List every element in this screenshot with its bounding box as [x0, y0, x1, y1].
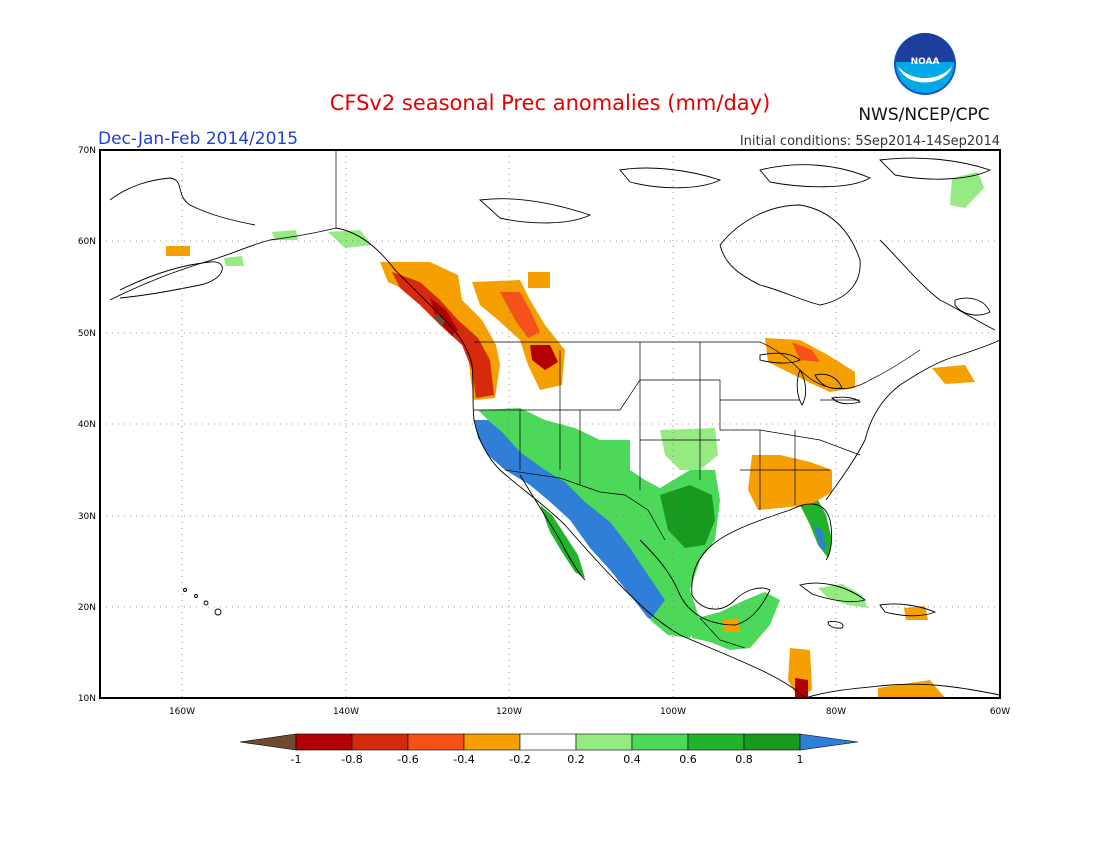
- wet-sw: [478, 408, 720, 638]
- longitude-labels: 160W 140W 120W 100W 80W 60W: [169, 707, 1010, 717]
- colorbar-arrow-low: [239, 733, 297, 751]
- graticule: [100, 150, 1000, 698]
- noaa-logo-text: NOAA: [911, 57, 940, 67]
- dry-hispaniola: [904, 606, 928, 620]
- lat-label: 50N: [78, 329, 96, 339]
- colorbar-tick-label: 0.4: [623, 753, 641, 766]
- lat-label: 40N: [78, 420, 96, 430]
- colorbar-tick-label: -0.6: [397, 753, 418, 766]
- wet-strong-florida: [814, 525, 826, 550]
- colorbar-swatch: [519, 733, 577, 751]
- dry-pnw: [380, 262, 500, 400]
- lon-label: 140W: [333, 707, 359, 717]
- wet-alaska-w: [224, 256, 244, 266]
- dry-great-lakes-med: [792, 342, 820, 362]
- wet-strong-sw: [474, 420, 670, 625]
- dry-southeast: [748, 455, 832, 510]
- colorbar-tick-label: 0.6: [679, 753, 697, 766]
- anomaly-field: [166, 172, 984, 698]
- map-panel: 70N 60N 50N 40N 30N 20N 10N 160W 140W 12…: [78, 146, 1010, 717]
- wet-light-plains: [660, 428, 718, 470]
- colorbar-tick-label: -1: [291, 753, 302, 766]
- dry-bering: [166, 246, 190, 256]
- wet-cuba: [818, 584, 868, 608]
- wet-greenland: [950, 172, 984, 208]
- map-frame: [99, 149, 1001, 699]
- lon-label: 80W: [826, 707, 846, 717]
- wet-alaska: [272, 230, 298, 240]
- colorbar-tick-label: -0.2: [509, 753, 530, 766]
- season-label: Dec-Jan-Feb 2014/2015: [98, 129, 298, 149]
- coastlines: [109, 157, 1001, 699]
- dry-panama: [795, 678, 808, 698]
- colorbar-tick-label: 1: [797, 753, 804, 766]
- wet-texas: [660, 485, 715, 548]
- colorbar-tick-label: -0.4: [453, 753, 474, 766]
- colorbar-swatch: [295, 733, 353, 751]
- colorbar-swatch: [575, 733, 633, 751]
- lat-label: 10N: [78, 694, 96, 704]
- dry-maritimes: [932, 365, 975, 384]
- dry-great-lakes: [765, 338, 855, 392]
- dry-alberta: [528, 272, 550, 288]
- latitude-labels: 70N 60N 50N 40N 30N 20N 10N: [78, 146, 96, 704]
- colorbar-tick-label: -0.8: [341, 753, 362, 766]
- lon-label: 60W: [990, 707, 1010, 717]
- colorbar-swatch: [407, 733, 465, 751]
- colorbar-arrow-high: [799, 733, 859, 751]
- lat-label: 70N: [78, 146, 96, 156]
- dry-rockies-med: [500, 292, 540, 338]
- colorbar-swatch: [463, 733, 521, 751]
- colorbar-swatch: [743, 733, 801, 751]
- dry-pnw-strong: [392, 272, 494, 398]
- lon-label: 100W: [660, 707, 686, 717]
- lat-label: 20N: [78, 603, 96, 613]
- dry-pnw-extreme: [434, 312, 446, 326]
- colorbar-tick-label: 0.2: [567, 753, 585, 766]
- lon-label: 120W: [496, 707, 522, 717]
- wet-baja: [540, 505, 585, 578]
- lon-label: 160W: [169, 707, 195, 717]
- wet-yukon: [328, 230, 372, 248]
- initial-conditions-label: Initial conditions: 5Sep2014-14Sep2014: [740, 134, 1000, 149]
- colorbar-legend: -1 -0.8 -0.6 -0.4 -0.2 0.2 0.4 0.6 0.8 1: [239, 733, 859, 766]
- colorbar-tick-label: 0.8: [735, 753, 753, 766]
- colorbar-swatch: [351, 733, 409, 751]
- lat-label: 60N: [78, 237, 96, 247]
- colorbar-swatch: [631, 733, 689, 751]
- political-borders: [335, 150, 921, 649]
- figure-title: CFSv2 seasonal Prec anomalies (mm/day): [330, 91, 771, 115]
- lat-label: 30N: [78, 512, 96, 522]
- agency-label: NWS/NCEP/CPC: [858, 105, 989, 125]
- colorbar-swatch: [687, 733, 745, 751]
- dry-rockies-core: [530, 345, 558, 370]
- noaa-logo: NOAA: [894, 33, 956, 95]
